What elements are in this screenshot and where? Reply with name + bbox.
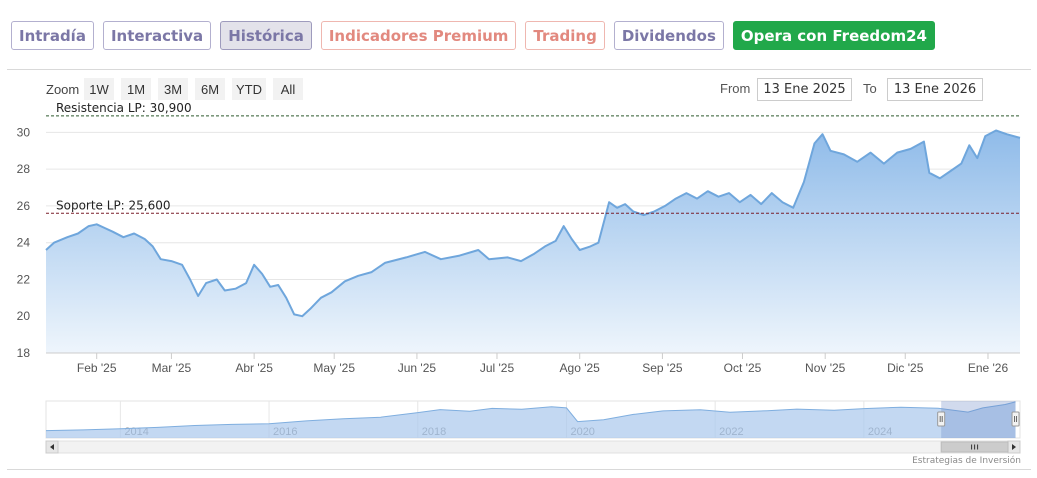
tab-interactiva[interactable]: Interactiva <box>102 21 212 50</box>
chart-credit[interactable]: Estrategias de Inversión <box>912 456 1021 466</box>
resistance-label: Resistencia LP: 30,900 <box>56 101 192 115</box>
navigator-line <box>45 401 1016 432</box>
zoom-1w-button[interactable]: 1W <box>84 78 114 100</box>
scrollbar-track[interactable] <box>45 440 1021 454</box>
top-divider <box>7 69 1031 70</box>
x-tick-label: Ene '26 <box>968 361 1009 375</box>
zoom-buttons: 1W 1M 3M 6M YTD All <box>84 78 303 100</box>
x-tick-label: Ago '25 <box>560 361 601 375</box>
zoom-3m-button[interactable]: 3M <box>158 78 188 100</box>
to-label: To <box>863 81 877 96</box>
from-date-input[interactable]: 13 Ene 2025 <box>757 78 852 101</box>
zoom-1m-button[interactable]: 1M <box>121 78 151 100</box>
series-area <box>46 130 1020 353</box>
zoom-all-button[interactable]: All <box>273 78 303 100</box>
x-tick-label: Jul '25 <box>480 361 515 375</box>
x-tick-label: Sep '25 <box>642 361 683 375</box>
y-tick-label: 18 <box>17 346 31 360</box>
chart-view-tabs: Intradía Interactiva Histórica Indicadores … <box>11 21 935 52</box>
x-tick-label: Jun '25 <box>398 361 437 375</box>
x-tick-label: Nov '25 <box>805 361 846 375</box>
x-tick-label: Feb '25 <box>77 361 117 375</box>
y-tick-label: 20 <box>17 309 31 323</box>
arrow-right-icon <box>1012 444 1016 450</box>
x-tick-label: Abr '25 <box>235 361 273 375</box>
x-tick-label: Dic '25 <box>887 361 924 375</box>
tab-trading[interactable]: Trading <box>525 21 605 50</box>
zoom-ytd-button[interactable]: YTD <box>232 78 266 100</box>
x-tick-label: May '25 <box>313 361 355 375</box>
zoom-6m-button[interactable]: 6M <box>195 78 225 100</box>
from-label: From <box>720 81 751 96</box>
arrow-left-icon <box>50 444 54 450</box>
y-tick-label: 24 <box>17 236 31 250</box>
x-tick-label: Mar '25 <box>152 361 192 375</box>
navigator-area <box>46 401 1016 438</box>
y-tick-label: 30 <box>17 125 31 139</box>
tab-histórica[interactable]: Histórica <box>220 21 312 50</box>
tab-intradía[interactable]: Intradía <box>11 21 94 50</box>
y-tick-label: 28 <box>17 162 31 176</box>
zoom-label: Zoom <box>46 82 80 97</box>
bottom-divider <box>7 469 1031 470</box>
to-date-input[interactable]: 13 Ene 2026 <box>887 78 983 101</box>
navigator-left-handle[interactable] <box>937 411 946 427</box>
y-tick-label: 22 <box>17 272 31 286</box>
tab-indicadores-premium[interactable]: Indicadores Premium <box>320 21 517 50</box>
series-line <box>45 129 1021 318</box>
navigator-right-handle[interactable] <box>1011 411 1020 427</box>
x-tick-label: Oct '25 <box>724 361 762 375</box>
navigator-selection[interactable] <box>941 401 1016 438</box>
tab-dividendos[interactable]: Dividendos <box>613 21 724 50</box>
support-label: Soporte LP: 25,600 <box>56 198 171 212</box>
tab-opera-con-freedom24[interactable]: Opera con Freedom24 <box>732 21 935 50</box>
y-tick-label: 26 <box>17 199 31 213</box>
